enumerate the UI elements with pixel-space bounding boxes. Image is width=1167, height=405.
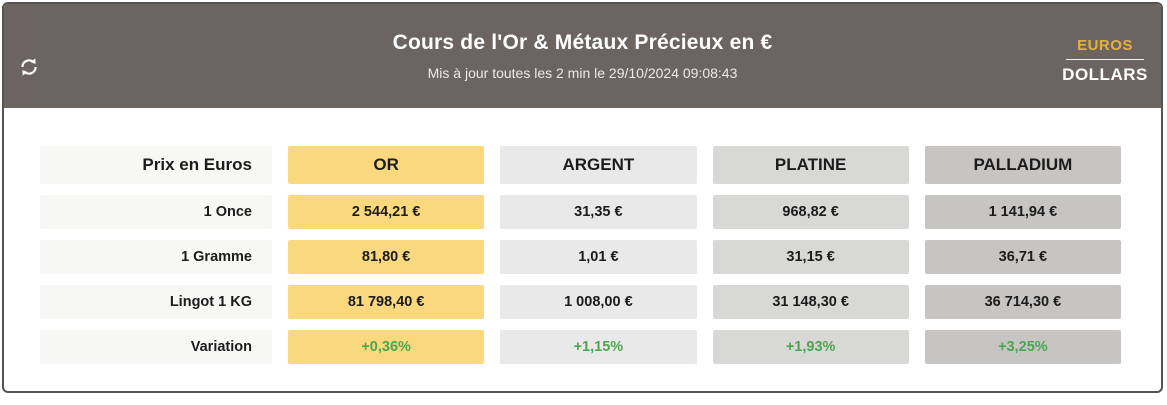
currency-toggle: EUROS DOLLARS bbox=[1062, 34, 1147, 87]
column-header-argent: ARGENT bbox=[500, 146, 697, 184]
widget-header: Cours de l'Or & Métaux Précieux en € Mis… bbox=[4, 4, 1161, 108]
price-cell-or-once: 2 544,21 € bbox=[288, 195, 485, 229]
variation-cell-or: +0,36% bbox=[288, 330, 485, 364]
price-cell-platine-once: 968,82 € bbox=[712, 195, 909, 229]
row-label-variation: Variation bbox=[40, 330, 272, 364]
price-cell-platine-gramme: 31,15 € bbox=[712, 240, 909, 274]
gold-price-widget: Cours de l'Or & Métaux Précieux en € Mis… bbox=[2, 2, 1163, 393]
last-updated-text: Mis à jour toutes les 2 min le 29/10/202… bbox=[427, 65, 738, 81]
refresh-icon bbox=[21, 58, 37, 76]
price-cell-or-lingot: 81 798,40 € bbox=[288, 285, 485, 319]
price-cell-or-gramme: 81,80 € bbox=[288, 240, 485, 274]
currency-dollars-tab[interactable]: DOLLARS bbox=[1062, 65, 1148, 84]
header-titles: Cours de l'Or & Métaux Précieux en € Mis… bbox=[4, 4, 1161, 108]
price-cell-platine-lingot: 31 148,30 € bbox=[712, 285, 909, 319]
price-cell-argent-lingot: 1 008,00 € bbox=[500, 285, 697, 319]
price-cell-palladium-gramme: 36,71 € bbox=[924, 240, 1121, 274]
row-label-lingot: Lingot 1 KG bbox=[40, 285, 272, 319]
variation-cell-palladium: +3,25% bbox=[924, 330, 1121, 364]
row-label-gramme: 1 Gramme bbox=[40, 240, 272, 274]
currency-euros-tab[interactable]: EUROS bbox=[1077, 37, 1133, 54]
column-header-platine: PLATINE bbox=[712, 146, 909, 184]
variation-cell-argent: +1,15% bbox=[500, 330, 697, 364]
row-label-once: 1 Once bbox=[40, 195, 272, 229]
price-cell-palladium-lingot: 36 714,30 € bbox=[924, 285, 1121, 319]
variation-cell-platine: +1,93% bbox=[712, 330, 909, 364]
currency-toggle-divider bbox=[1066, 59, 1144, 60]
page-title: Cours de l'Or & Métaux Précieux en € bbox=[392, 31, 773, 54]
refresh-button[interactable] bbox=[14, 52, 44, 82]
price-cell-argent-gramme: 1,01 € bbox=[500, 240, 697, 274]
prices-table: Prix en Euros OR ARGENT PLATINE PALLADIU… bbox=[4, 108, 1161, 364]
price-cell-argent-once: 31,35 € bbox=[500, 195, 697, 229]
price-cell-palladium-once: 1 141,94 € bbox=[924, 195, 1121, 229]
table-corner-label: Prix en Euros bbox=[40, 146, 272, 184]
column-header-or: OR bbox=[288, 146, 485, 184]
column-header-palladium: PALLADIUM bbox=[924, 146, 1121, 184]
